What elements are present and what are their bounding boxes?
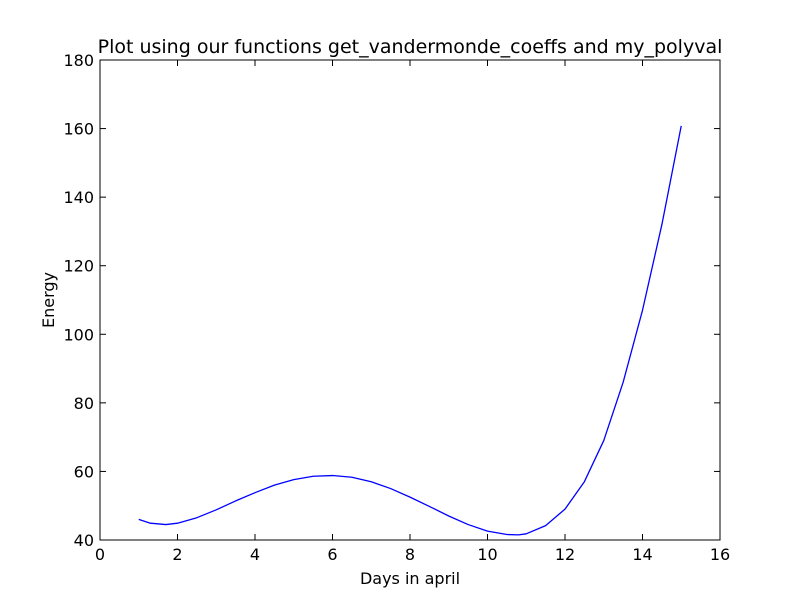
x-tick-label: 4 (250, 545, 260, 564)
y-tick-label: 120 (63, 257, 94, 276)
x-tick-label: 12 (555, 545, 575, 564)
chart-title: Plot using our functions get_vandermonde… (98, 36, 723, 58)
y-tick-label: 40 (74, 531, 94, 550)
y-tick-label: 80 (74, 394, 94, 413)
x-tick-label: 14 (632, 545, 652, 564)
x-tick-label: 8 (405, 545, 415, 564)
x-tick-label: 10 (477, 545, 497, 564)
y-tick-label: 180 (63, 51, 94, 70)
x-tick-label: 16 (710, 545, 730, 564)
plot-area: 0 2 4 6 8 10 12 14 16 40 60 80 100 120 140 160 180 (63, 51, 730, 564)
y-axis-label: Energy (39, 272, 58, 328)
y-tick-label: 160 (63, 120, 94, 139)
x-tick-label: 2 (172, 545, 182, 564)
y-tick-label: 60 (74, 462, 94, 481)
x-tick-label: 0 (95, 545, 105, 564)
plot-frame (99, 59, 721, 541)
x-axis-label: Days in april (360, 569, 460, 588)
y-tick-label: 100 (63, 325, 94, 344)
series-line-1 (138, 125, 682, 536)
x-tick-label: 6 (327, 545, 337, 564)
y-tick-label: 140 (63, 188, 94, 207)
